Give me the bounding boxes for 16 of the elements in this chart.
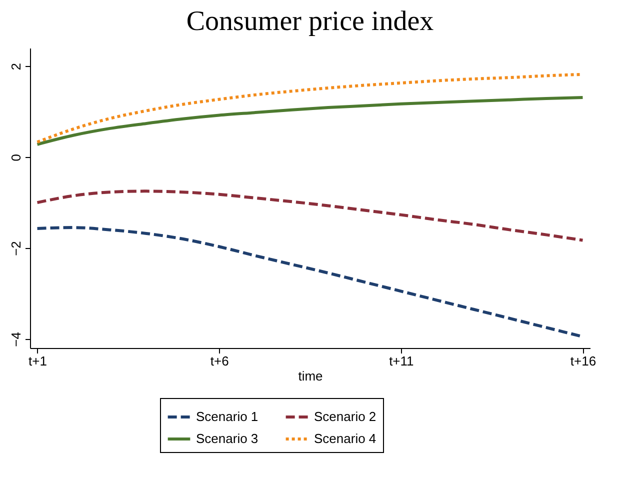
line-series (36, 190, 584, 242)
legend-label: Scenario 3 (196, 431, 258, 446)
x-tick-label: t+6 (210, 354, 229, 368)
y-tick-label: 2 (8, 63, 24, 70)
legend-label: Scenario 4 (314, 431, 376, 446)
y-tick-label: −4 (8, 332, 24, 347)
legend-label: Scenario 2 (314, 409, 376, 424)
legend-label: Scenario 1 (196, 409, 258, 424)
line-series (36, 96, 584, 146)
x-tick-label: t+1 (28, 354, 47, 368)
x-axis-title: time (298, 368, 323, 384)
x-tick-label: t+11 (389, 354, 414, 368)
chart-title: Consumer price index (186, 6, 434, 37)
y-tick-label: −2 (8, 241, 24, 256)
x-tick-label: t+16 (570, 354, 596, 368)
y-tick-label: 0 (8, 154, 24, 162)
